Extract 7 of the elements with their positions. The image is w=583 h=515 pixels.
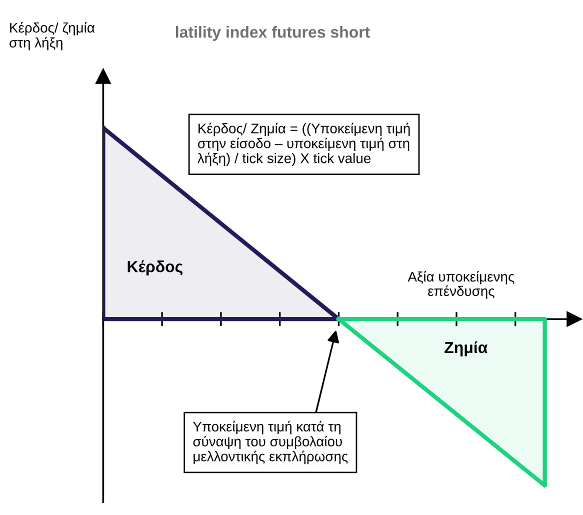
annotation: Ζημία <box>444 341 488 356</box>
text: Κέρδος/ ζημία στη λήξη <box>10 22 95 50</box>
annotation: Υποκείμενη τιμή κατά τη σύναψη του συμβολαίου μελλοντικής εκπλήρωσης <box>193 420 348 464</box>
x-axis-title: Αξία υποκείμενης επένδυσης <box>408 271 514 299</box>
chart-title: latility index futures short <box>176 26 370 41</box>
annotation: Κέρδος/ Ζημία = ((Υποκείμενη τιμή στην είσοδο – υποκείμενη τιμή στη λήξη) / tick size) X tick value <box>198 122 410 166</box>
annotation: Κέρδος <box>128 260 182 276</box>
